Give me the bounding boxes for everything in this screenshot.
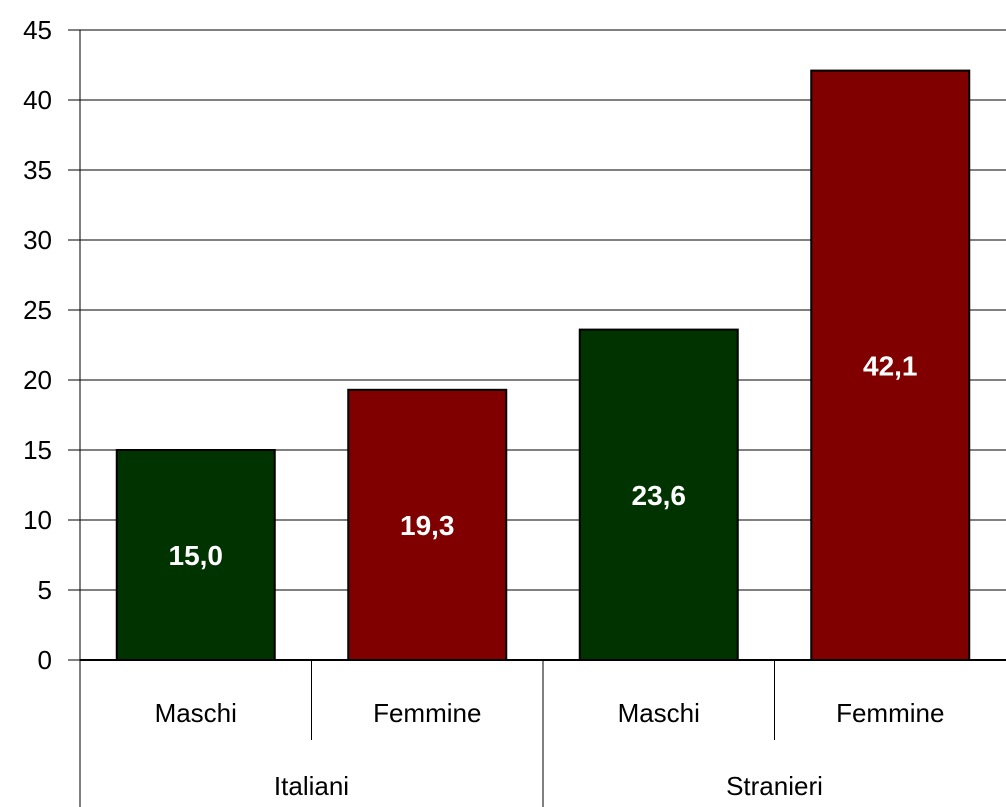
y-tick-label: 45 [23,15,52,45]
y-tick-label: 25 [23,295,52,325]
group-label: Italiani [274,771,349,801]
bar[interactable] [578,328,739,661]
category-label: Maschi [155,698,237,728]
data-label: 42,1 [863,350,918,381]
category-label: Femmine [836,698,944,728]
category-label: Maschi [618,698,700,728]
bar[interactable] [810,69,971,662]
category-label: Femmine [373,698,481,728]
y-tick-label: 20 [23,365,52,395]
bar[interactable] [115,449,276,661]
y-tick-label: 10 [23,505,52,535]
data-label: 23,6 [632,480,687,511]
data-label: 15,0 [169,540,224,571]
y-tick-label: 0 [38,645,52,675]
y-tick-label: 35 [23,155,52,185]
group-label: Stranieri [726,771,823,801]
y-tick-label: 40 [23,85,52,115]
y-tick-label: 5 [38,575,52,605]
data-label: 19,3 [400,510,455,541]
y-tick-label: 15 [23,435,52,465]
y-tick-label: 30 [23,225,52,255]
bar[interactable] [347,388,508,661]
